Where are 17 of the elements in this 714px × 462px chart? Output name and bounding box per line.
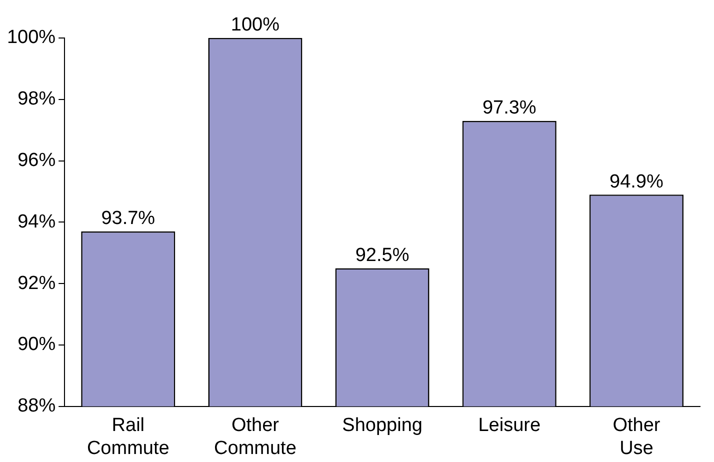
data-label: 97.3% — [482, 98, 536, 119]
y-tick-label: 98% — [18, 88, 56, 110]
data-label: 92.5% — [355, 244, 410, 266]
x-tick-label: Other Commute — [214, 415, 296, 459]
y-tick-label: 96% — [18, 150, 56, 172]
data-label: 100% — [230, 14, 280, 36]
y-tick-label: 100% — [6, 27, 56, 48]
x-tick-label: Leisure — [478, 415, 541, 436]
y-tick-label: 92% — [18, 272, 56, 294]
data-label: 94.9% — [610, 171, 664, 192]
data-label: 93.7% — [101, 208, 156, 230]
x-tick-label: Rail Commute — [86, 415, 170, 459]
x-tick-label: Other Use — [612, 415, 661, 459]
y-tick-label: 88% — [18, 396, 56, 417]
y-tick-label: 94% — [18, 211, 56, 232]
x-tick-label: Shopping — [342, 415, 422, 436]
y-tick-label: 90% — [18, 334, 56, 356]
